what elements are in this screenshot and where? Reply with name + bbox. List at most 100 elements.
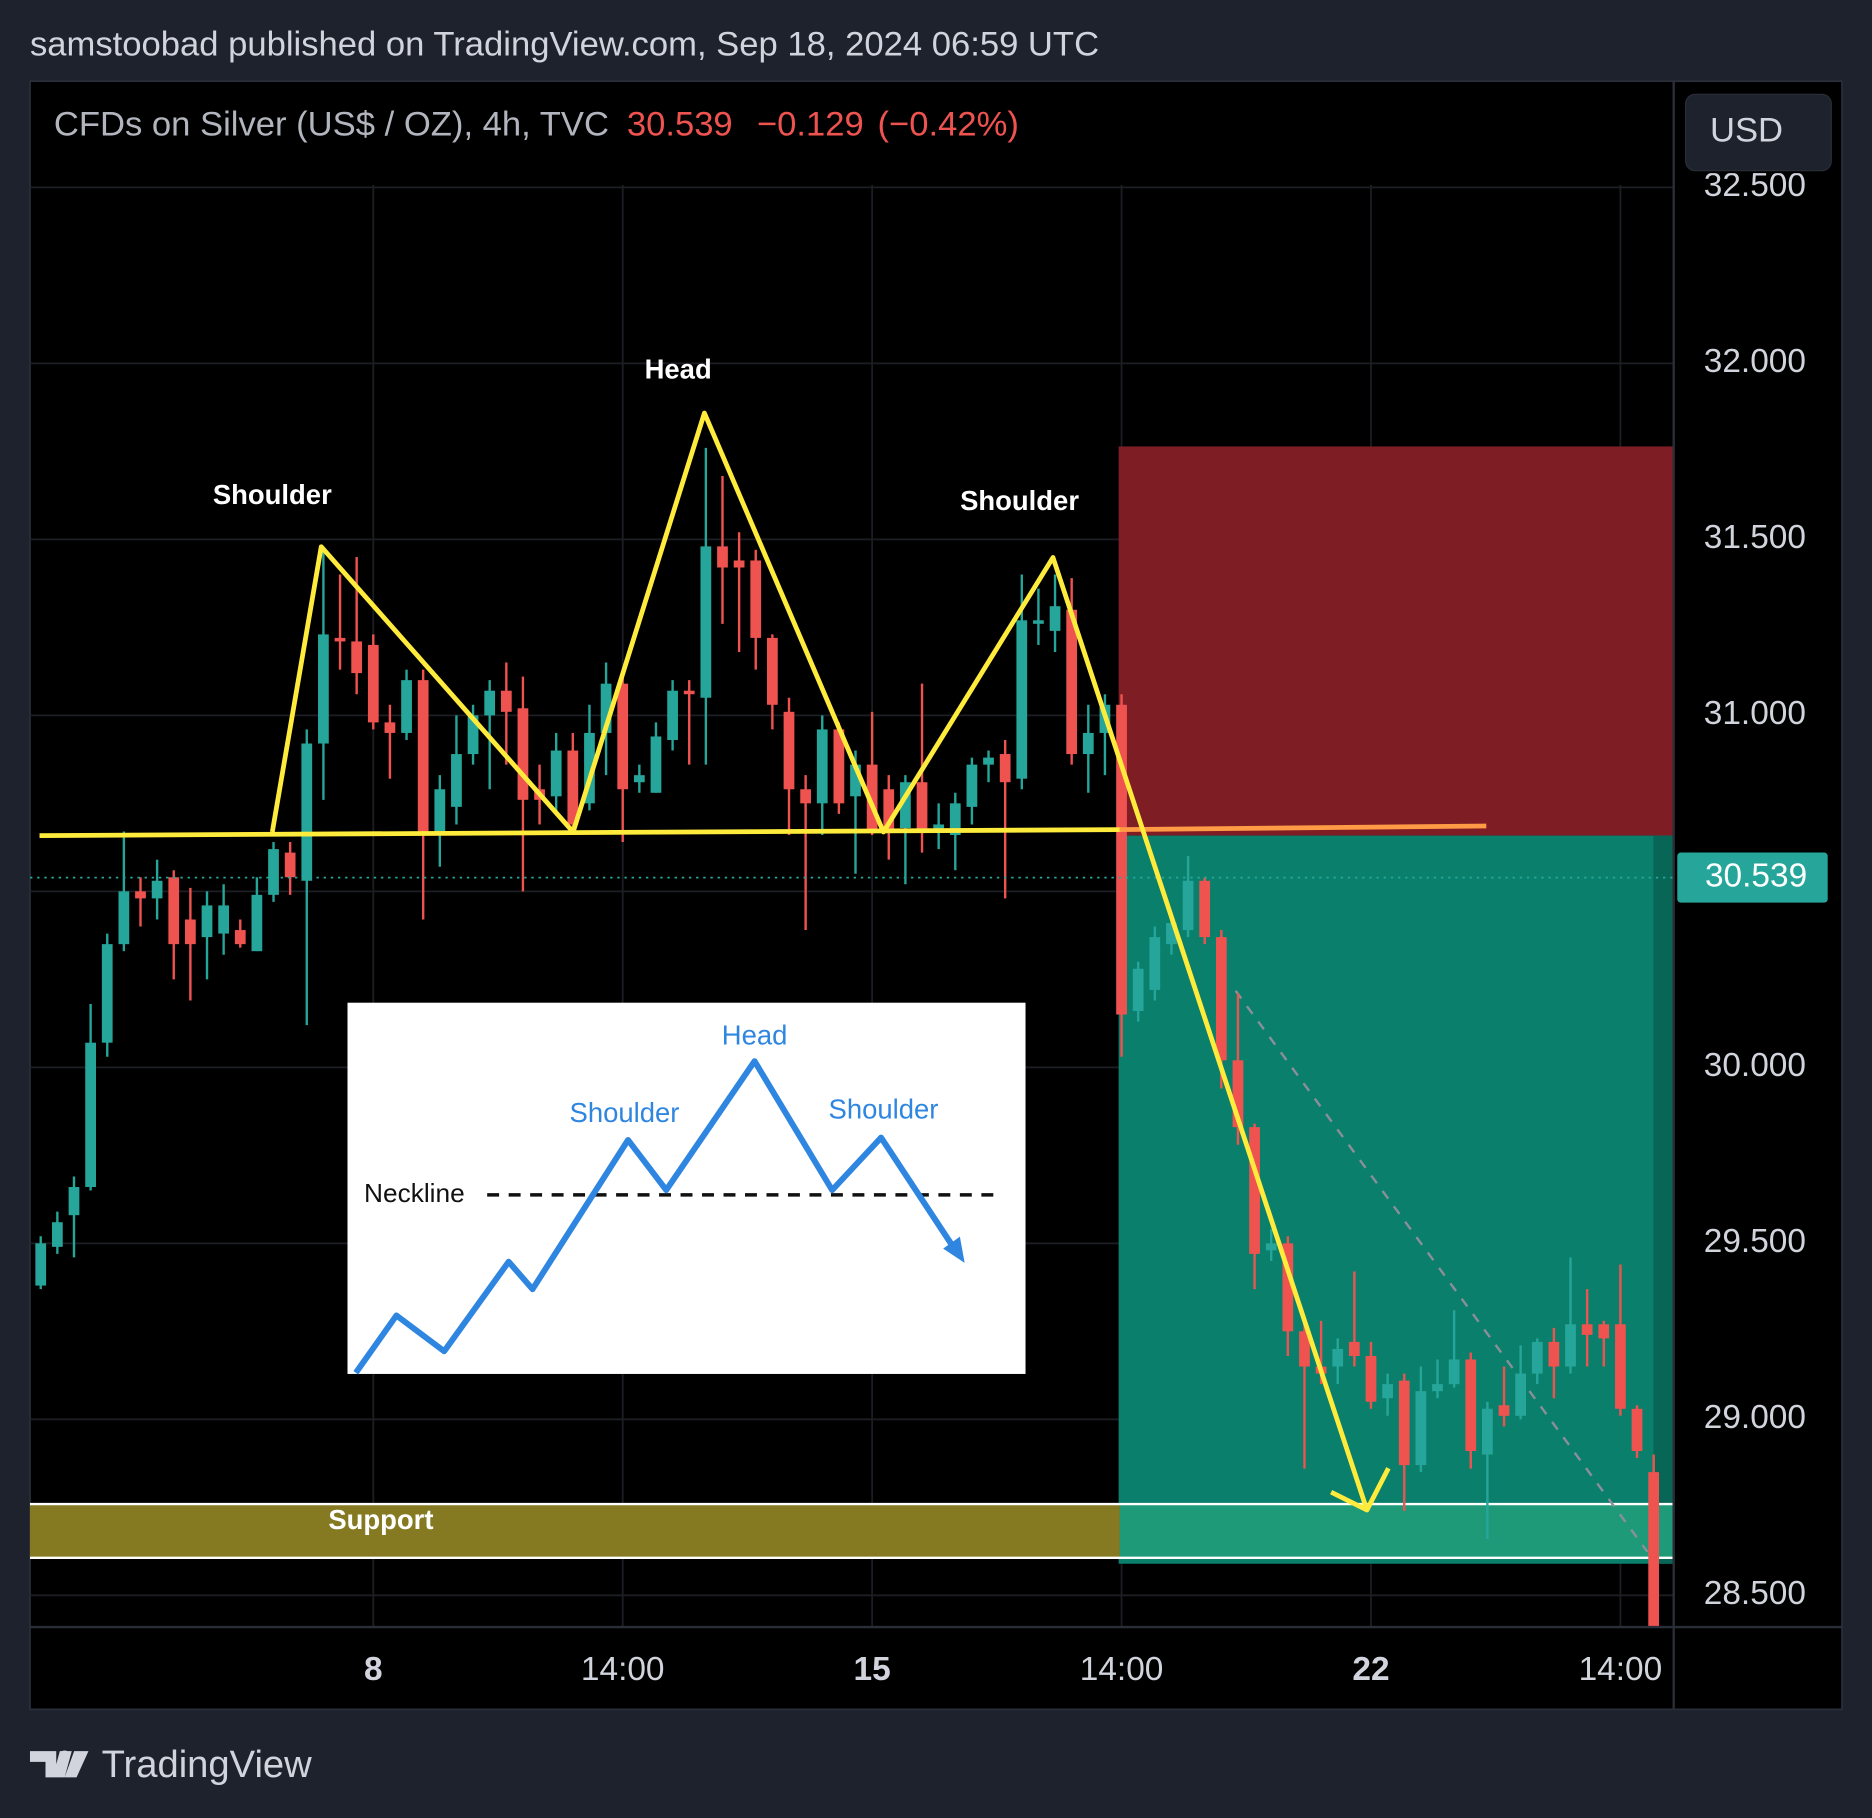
candle-body — [35, 1243, 47, 1286]
candle-body — [1598, 1324, 1610, 1339]
symbol-title: CFDs on Silver (US$ / OZ), 4h, TVC — [54, 106, 609, 144]
candle-body — [484, 690, 496, 716]
candle-body — [717, 546, 728, 568]
inset-line — [353, 1058, 958, 1375]
candle-body — [1615, 1324, 1626, 1409]
inset-arrow — [943, 1236, 965, 1263]
candle-body — [201, 905, 213, 938]
candle-body — [733, 560, 745, 568]
price-tag-box — [1677, 852, 1828, 903]
candle-body — [1199, 880, 1211, 938]
candle-body — [517, 708, 529, 800]
x-tick-label: 14:00 — [1080, 1651, 1164, 1688]
candle-body — [1365, 1355, 1377, 1402]
brand: TradingView — [29, 1743, 313, 1786]
candle-body — [384, 722, 396, 733]
neckline — [39, 827, 1120, 838]
brand-name: TradingView — [102, 1743, 313, 1786]
currency-button[interactable] — [1685, 93, 1832, 172]
position-tool — [1118, 446, 1673, 1564]
pattern-arrow — [1330, 1467, 1391, 1513]
target-zone-edge — [1653, 835, 1673, 1564]
candle-body — [833, 729, 845, 804]
y-tick-label: 28.500 — [1704, 1575, 1806, 1612]
candle-body — [135, 891, 146, 899]
support-zone-right — [1119, 1504, 1673, 1558]
candle-body — [467, 715, 479, 755]
candle-body — [617, 683, 629, 790]
price-change-pct: (−0.42%) — [878, 106, 1019, 144]
candle-body — [101, 944, 113, 1043]
brand-logo — [29, 1751, 89, 1778]
candle-body — [783, 711, 795, 790]
currency-label[interactable]: USD — [1710, 112, 1783, 150]
candle-body — [434, 789, 446, 832]
candle-body — [650, 736, 662, 793]
candle-body — [1548, 1341, 1560, 1367]
candle-body — [550, 750, 562, 797]
publisher: samstoobad published on TradingView.com,… — [30, 26, 1099, 64]
annotation: Support — [328, 1504, 433, 1535]
y-tick-label: 30.000 — [1704, 1047, 1806, 1084]
candle-body — [1082, 732, 1094, 755]
candle-body — [1232, 1060, 1244, 1128]
candle-body — [816, 729, 828, 804]
candle-body — [1016, 620, 1028, 779]
candle-body — [500, 690, 512, 712]
candle-body — [1482, 1408, 1493, 1455]
annotation: Shoulder — [960, 485, 1079, 516]
target-zone — [1118, 835, 1673, 1564]
candle-body — [1332, 1348, 1344, 1367]
candle-body — [1515, 1373, 1527, 1416]
candle-body — [1299, 1331, 1310, 1367]
inset-label: Head — [722, 1020, 788, 1051]
candle-body — [916, 782, 928, 832]
price-change: −0.129 — [757, 106, 864, 144]
candle-body — [850, 764, 861, 797]
candle-body — [949, 803, 961, 836]
candle-body — [1149, 937, 1161, 990]
candle-body — [1215, 937, 1227, 1061]
inset-label: Shoulder — [570, 1097, 680, 1128]
candle-body — [251, 894, 263, 952]
candle-body — [966, 764, 978, 807]
x-tick-label: 14:00 — [581, 1651, 665, 1688]
candle-body — [567, 750, 579, 825]
candle-body — [584, 732, 595, 804]
y-tick-label: 32.500 — [1704, 167, 1806, 204]
candle-body — [68, 1187, 80, 1216]
candle-body — [151, 880, 163, 899]
candle-body — [367, 644, 379, 723]
candle-body — [1415, 1391, 1427, 1466]
candle-body — [900, 782, 911, 828]
x-tick-label: 14:00 — [1579, 1651, 1663, 1688]
candle-body — [218, 905, 230, 934]
candle-body — [1398, 1380, 1410, 1466]
brand-logo-dot — [59, 1750, 70, 1762]
candle-body — [1182, 880, 1194, 931]
candle-body — [168, 877, 180, 945]
y-tick-label: 29.000 — [1704, 1399, 1806, 1436]
candle-body — [451, 754, 462, 807]
candle-body — [800, 789, 811, 804]
candle-body — [667, 690, 678, 740]
neckline-extension — [1119, 823, 1487, 833]
candle-body — [1382, 1384, 1393, 1399]
legend-area — [31, 82, 1674, 183]
candle-body — [1581, 1324, 1593, 1335]
candle-body — [933, 824, 945, 832]
inset-label: Neckline — [364, 1178, 465, 1208]
support-band — [29, 1502, 1673, 1559]
candle-body — [1631, 1408, 1643, 1452]
time-axis: 8 14:00 15 14:00 22 14:00 — [364, 1651, 1662, 1688]
stop-zone — [1118, 446, 1673, 836]
price-axis: 28.50029.00029.50030.00030.50031.00031.5… — [1704, 167, 1806, 1612]
x-tick-label: 15 — [854, 1651, 891, 1688]
candle-body — [85, 1042, 96, 1188]
candle-body — [185, 919, 196, 945]
projection-line — [1234, 990, 1649, 1553]
candle-body — [750, 560, 762, 638]
candle-body — [999, 754, 1011, 783]
candle-body — [351, 641, 363, 674]
last-price: 30.539 — [627, 106, 733, 144]
